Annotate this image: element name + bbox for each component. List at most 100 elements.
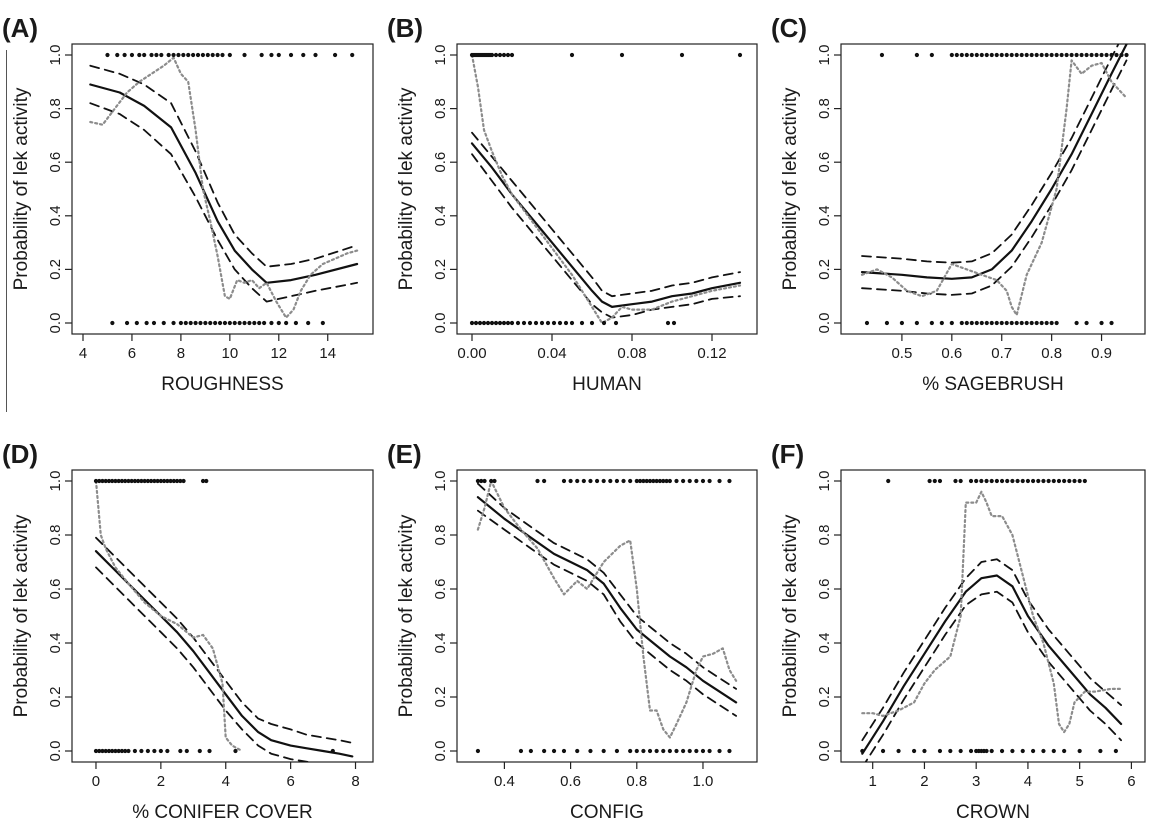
data-point	[213, 320, 218, 326]
data-point	[911, 748, 917, 754]
data-point	[641, 478, 646, 484]
data-point	[614, 748, 620, 754]
data-point	[1049, 320, 1054, 326]
data-point	[527, 320, 533, 326]
y-tick-label: 0.4	[816, 633, 833, 654]
data-point	[220, 52, 225, 58]
data-point	[1109, 320, 1114, 326]
data-point	[647, 748, 653, 754]
confidence-band-line	[861, 44, 1120, 264]
data-point	[727, 748, 732, 754]
data-point	[999, 478, 1005, 484]
smoothed-observed-line	[861, 490, 1123, 734]
data-point	[964, 320, 969, 326]
data-point	[707, 748, 712, 754]
data-point	[613, 320, 619, 326]
x-tick-label: 5	[1075, 773, 1083, 790]
x-tick-label: 0.12	[697, 345, 726, 362]
data-point	[1067, 478, 1072, 484]
panel-label: (B)	[387, 13, 423, 43]
data-point	[979, 478, 984, 484]
data-point	[122, 52, 127, 58]
data-point	[489, 320, 495, 326]
data-point	[579, 320, 585, 326]
data-point	[969, 52, 974, 58]
y-tick-label: 0.2	[432, 259, 449, 280]
plot-frame	[71, 43, 374, 335]
y-tick-label: 0.2	[432, 687, 449, 708]
data-point	[197, 748, 202, 754]
plot-frame	[456, 43, 758, 335]
data-point	[227, 320, 232, 326]
plot-area	[93, 478, 354, 762]
data-point	[1082, 478, 1087, 484]
data-point	[165, 748, 170, 754]
data-point	[542, 748, 547, 754]
y-tick-label: 0.8	[816, 525, 833, 546]
data-point	[674, 748, 679, 754]
y-tick-label: 0.6	[47, 579, 64, 600]
y-tick-label: 0.8	[47, 525, 64, 546]
y-tick-label: 0.2	[47, 259, 64, 280]
x-tick-label: 6	[1127, 773, 1135, 790]
data-point	[181, 52, 186, 58]
data-point	[1019, 320, 1024, 326]
y-tick-label: 1.0	[432, 471, 449, 492]
panel-label: (F)	[771, 439, 804, 469]
plot-area	[89, 52, 359, 326]
data-point	[860, 748, 865, 754]
data-point	[949, 52, 954, 58]
data-point	[864, 320, 870, 326]
y-tick-label: 0.0	[816, 313, 833, 334]
data-point	[1084, 52, 1089, 58]
y-tick-label: 0.6	[816, 152, 833, 173]
y-tick-label: 0.2	[47, 687, 64, 708]
data-point	[561, 478, 567, 484]
data-point	[1015, 478, 1020, 484]
data-point	[958, 478, 963, 484]
data-point	[493, 52, 499, 58]
data-point	[151, 320, 157, 326]
data-point	[1014, 52, 1019, 58]
data-point	[1064, 52, 1069, 58]
data-point	[922, 748, 927, 754]
data-point	[269, 320, 274, 326]
data-point	[581, 478, 586, 484]
plot-area	[469, 52, 743, 326]
data-point	[1036, 478, 1041, 484]
data-point	[914, 52, 919, 58]
data-point	[647, 478, 653, 484]
x-tick-label: 6	[128, 345, 136, 362]
plot-area	[475, 478, 738, 754]
data-point	[132, 478, 138, 484]
data-point	[477, 320, 483, 326]
data-point	[126, 748, 131, 754]
data-point	[509, 320, 515, 326]
data-point	[262, 320, 267, 326]
data-point	[1024, 320, 1029, 326]
data-point	[1020, 748, 1025, 754]
data-point	[207, 748, 212, 754]
data-point	[222, 320, 228, 326]
data-point	[588, 478, 593, 484]
data-point	[634, 748, 639, 754]
data-point	[501, 52, 507, 58]
data-point	[667, 748, 672, 754]
data-point	[176, 52, 181, 58]
data-point	[953, 478, 958, 484]
data-point	[171, 320, 176, 326]
data-point	[1044, 320, 1049, 326]
data-point	[628, 478, 633, 484]
x-tick-label: 1.0	[693, 773, 714, 790]
smoothed-observed-line	[89, 56, 359, 319]
data-point	[1010, 748, 1015, 754]
data-point	[93, 748, 99, 754]
data-point	[661, 478, 666, 484]
x-tick-label: 14	[319, 345, 336, 362]
data-point	[227, 52, 232, 58]
y-tick-label: 0.8	[432, 98, 449, 119]
data-point	[949, 320, 954, 326]
x-tick-label: 3	[972, 773, 980, 790]
x-tick-label: 0.9	[1091, 345, 1112, 362]
chart-panel-c: (C) 0.5 0.6 0.7 0.8 0.9 0.0 0.2 0.4 0.6 0.8 1.0 % SA…	[771, 13, 1146, 395]
